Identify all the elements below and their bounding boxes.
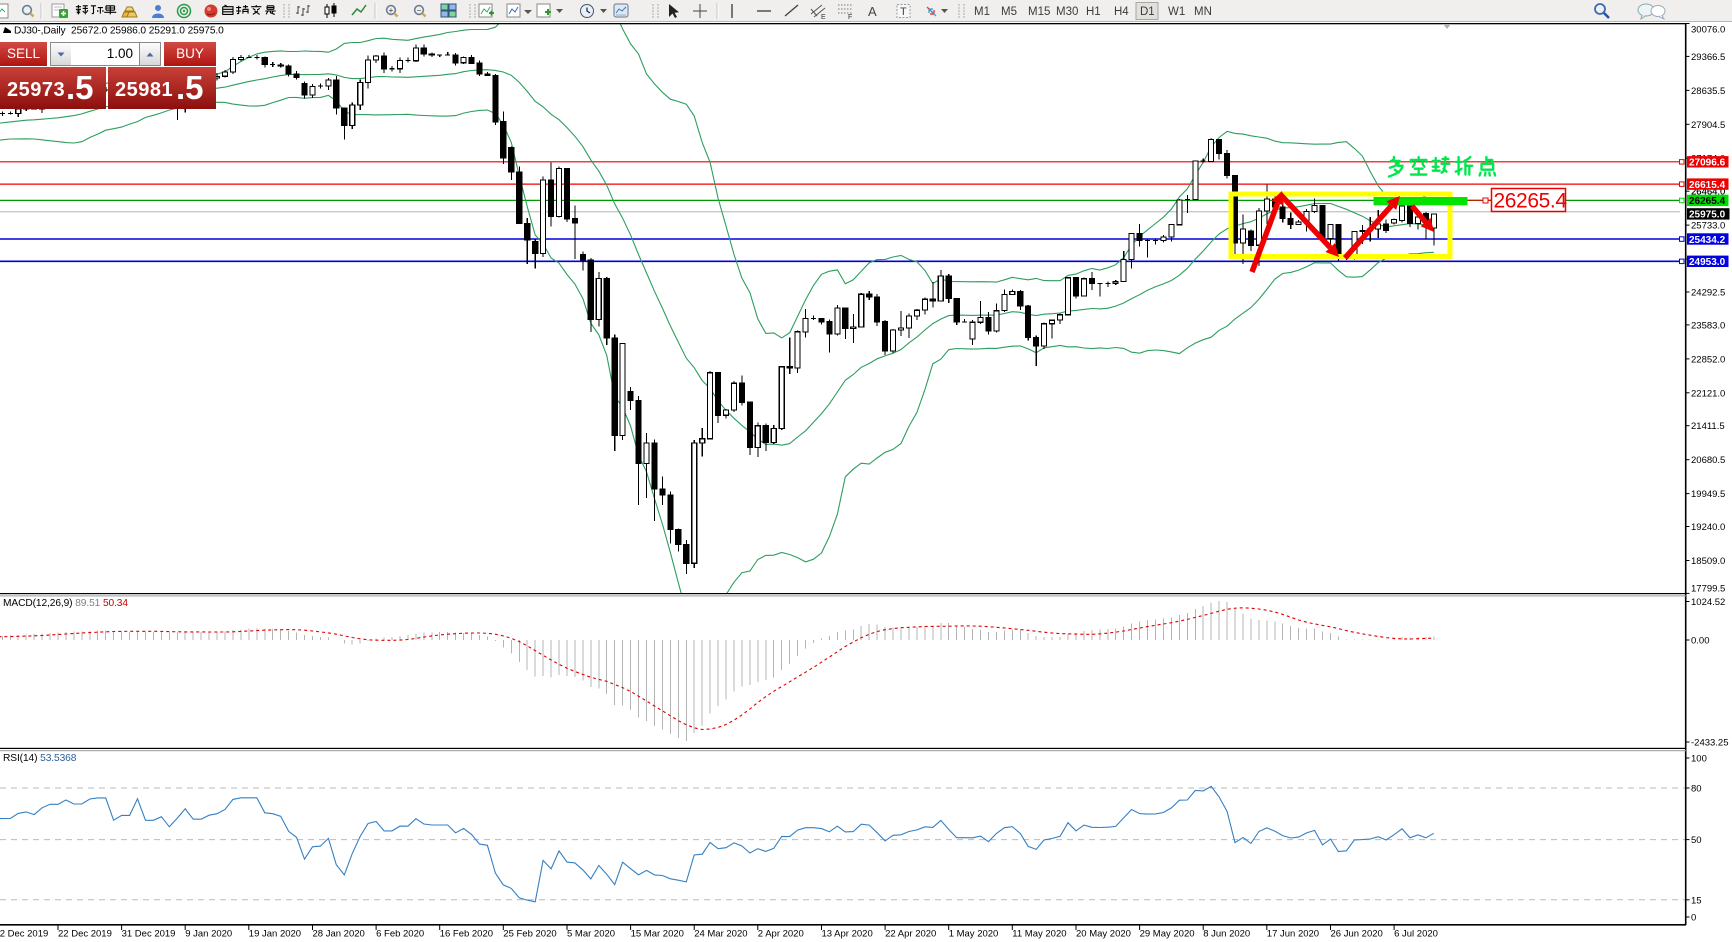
svg-text:−: − bbox=[417, 6, 422, 15]
svg-text:D1: D1 bbox=[1140, 6, 1155, 18]
svg-text:80: 80 bbox=[1691, 784, 1702, 795]
svg-text:29366.5: 29366.5 bbox=[1691, 52, 1725, 63]
svg-text:-2433.25: -2433.25 bbox=[1691, 738, 1729, 749]
svg-text:12 Dec 2019: 12 Dec 2019 bbox=[0, 929, 48, 940]
svg-text:26265.4: 26265.4 bbox=[1494, 190, 1568, 213]
svg-text:MACD(12,26,9) 89.51 50.34: MACD(12,26,9) 89.51 50.34 bbox=[3, 598, 128, 609]
svg-text:27096.6: 27096.6 bbox=[1689, 158, 1726, 169]
svg-text:2 Apr 2020: 2 Apr 2020 bbox=[758, 929, 804, 940]
svg-text:28635.5: 28635.5 bbox=[1691, 86, 1725, 97]
svg-text:15: 15 bbox=[1691, 895, 1702, 906]
svg-text:25975.0: 25975.0 bbox=[1689, 210, 1726, 221]
svg-text:0: 0 bbox=[1691, 913, 1696, 924]
svg-text:19 Jan 2020: 19 Jan 2020 bbox=[249, 929, 301, 940]
svg-text:17 Jun 2020: 17 Jun 2020 bbox=[1267, 929, 1319, 940]
svg-text:18509.0: 18509.0 bbox=[1691, 556, 1725, 567]
svg-text:22 Apr 2020: 22 Apr 2020 bbox=[885, 929, 936, 940]
svg-text:20680.5: 20680.5 bbox=[1691, 455, 1725, 466]
svg-text:M5: M5 bbox=[1001, 6, 1017, 18]
svg-text:M1: M1 bbox=[974, 6, 990, 18]
svg-text:W1: W1 bbox=[1168, 6, 1185, 18]
svg-text:28 Jan 2020: 28 Jan 2020 bbox=[313, 929, 365, 940]
svg-text:6 Jul 2020: 6 Jul 2020 bbox=[1394, 929, 1438, 940]
svg-text:26464.0: 26464.0 bbox=[1691, 187, 1725, 198]
svg-text:0.00: 0.00 bbox=[1691, 636, 1710, 647]
svg-text:5 Mar 2020: 5 Mar 2020 bbox=[567, 929, 615, 940]
svg-text:15 Mar 2020: 15 Mar 2020 bbox=[631, 929, 684, 940]
svg-text:16 Feb 2020: 16 Feb 2020 bbox=[440, 929, 493, 940]
svg-text:DJ30-,Daily 25672.0 25986.0 2: DJ30-,Daily 25672.0 25986.0 25291.0 2597… bbox=[14, 26, 224, 37]
svg-text:25733.0: 25733.0 bbox=[1691, 221, 1725, 232]
svg-text:23583.0: 23583.0 bbox=[1691, 320, 1725, 331]
svg-text:F: F bbox=[848, 14, 852, 21]
svg-text:25434.2: 25434.2 bbox=[1689, 235, 1726, 246]
svg-text:1024.52: 1024.52 bbox=[1691, 597, 1725, 608]
svg-text:24 Mar 2020: 24 Mar 2020 bbox=[694, 929, 747, 940]
svg-text:6 Feb 2020: 6 Feb 2020 bbox=[376, 929, 424, 940]
svg-text:24292.5: 24292.5 bbox=[1691, 288, 1725, 299]
svg-text:H1: H1 bbox=[1086, 6, 1101, 18]
svg-text:29 May 2020: 29 May 2020 bbox=[1140, 929, 1195, 940]
svg-text:26615.4: 26615.4 bbox=[1689, 180, 1726, 191]
svg-text:22852.0: 22852.0 bbox=[1691, 354, 1725, 365]
svg-text:8 Jun 2020: 8 Jun 2020 bbox=[1203, 929, 1250, 940]
svg-text:1 May 2020: 1 May 2020 bbox=[949, 929, 999, 940]
svg-text:24953.0: 24953.0 bbox=[1689, 257, 1726, 268]
svg-text:21411.5: 21411.5 bbox=[1691, 421, 1725, 432]
svg-text:9 Jan 2020: 9 Jan 2020 bbox=[185, 929, 232, 940]
svg-text:26 Jun 2020: 26 Jun 2020 bbox=[1331, 929, 1383, 940]
svg-text:19240.0: 19240.0 bbox=[1691, 522, 1725, 533]
svg-text:T: T bbox=[900, 6, 907, 18]
svg-text:MN: MN bbox=[1194, 6, 1212, 18]
svg-text:H4: H4 bbox=[1114, 6, 1129, 18]
svg-text:19949.5: 19949.5 bbox=[1691, 489, 1725, 500]
svg-text:100: 100 bbox=[1691, 754, 1707, 765]
svg-text:22 Dec 2019: 22 Dec 2019 bbox=[58, 929, 112, 940]
svg-text:17799.5: 17799.5 bbox=[1691, 584, 1725, 595]
svg-text:31 Dec 2019: 31 Dec 2019 bbox=[122, 929, 176, 940]
svg-text:M30: M30 bbox=[1056, 6, 1078, 18]
svg-text:50: 50 bbox=[1691, 835, 1702, 846]
svg-text:30076.0: 30076.0 bbox=[1691, 25, 1725, 36]
svg-text:13 Apr 2020: 13 Apr 2020 bbox=[822, 929, 873, 940]
svg-text:27904.5: 27904.5 bbox=[1691, 120, 1725, 131]
svg-text:E: E bbox=[821, 14, 826, 21]
svg-text:RSI(14) 53.5368: RSI(14) 53.5368 bbox=[3, 753, 77, 764]
svg-text:26265.4: 26265.4 bbox=[1689, 196, 1726, 207]
svg-text:22121.0: 22121.0 bbox=[1691, 388, 1725, 399]
svg-text:25 Feb 2020: 25 Feb 2020 bbox=[503, 929, 556, 940]
svg-text:M15: M15 bbox=[1028, 6, 1050, 18]
svg-text:+: + bbox=[389, 6, 394, 15]
svg-text:26464.0: 26464.0 bbox=[1691, 187, 1725, 198]
svg-text:11 May 2020: 11 May 2020 bbox=[1012, 929, 1066, 940]
svg-text:A: A bbox=[868, 4, 877, 19]
svg-text:20 May 2020: 20 May 2020 bbox=[1076, 929, 1131, 940]
